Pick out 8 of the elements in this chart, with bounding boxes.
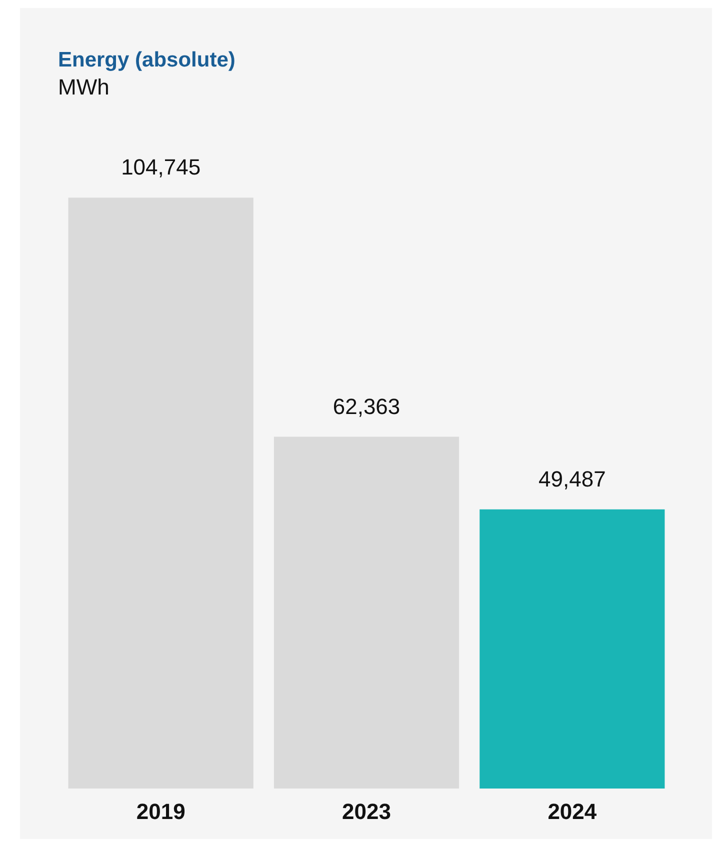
- chart-subtitle: MWh: [58, 74, 110, 100]
- x-tick-label: 2024: [548, 798, 598, 824]
- data-label: 104,745: [121, 154, 201, 180]
- x-tick-label: 2023: [342, 798, 391, 824]
- data-label: 62,363: [332, 394, 400, 419]
- x-tick-label: 2019: [136, 798, 186, 824]
- chart-title: Energy (absolute): [58, 48, 236, 72]
- data-label: 49,487: [538, 466, 606, 492]
